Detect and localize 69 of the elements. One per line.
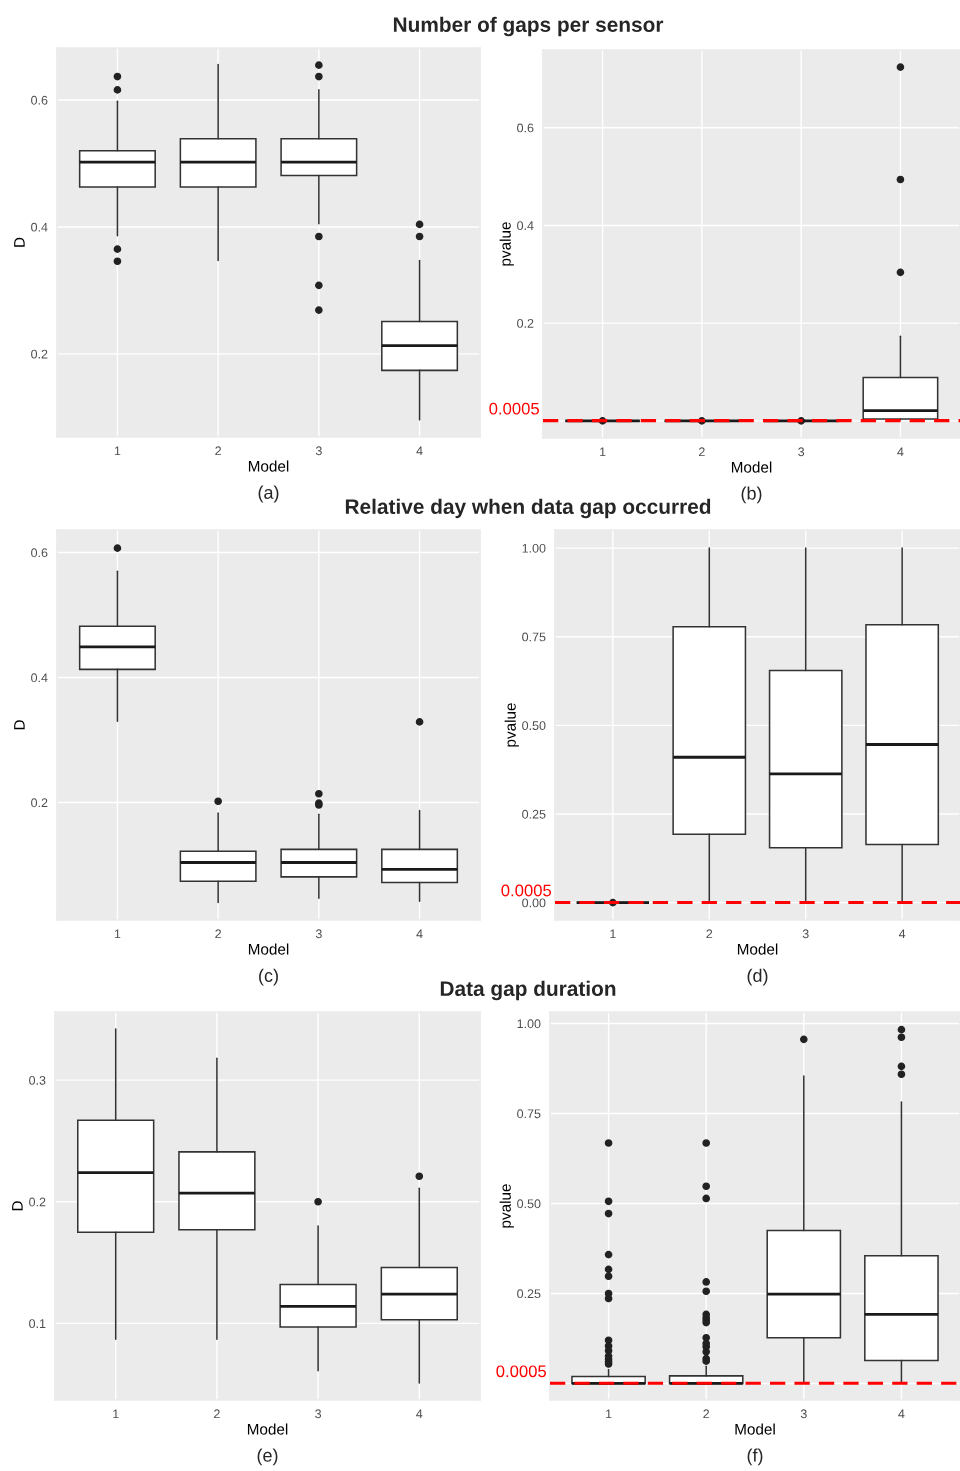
- text: (f): [747, 1448, 763, 1466]
- x-tick-label: 3: [798, 447, 805, 457]
- y-axis-title: pvalue: [499, 222, 514, 266]
- text: Relative day when data gap occurred: [345, 498, 711, 519]
- x-tick-label: 2: [703, 1409, 710, 1419]
- x-tick-label: 4: [898, 929, 906, 939]
- text: (c): [259, 968, 278, 986]
- x-axis-title: Model: [731, 461, 772, 473]
- y-tick-label: 0.6: [31, 548, 48, 558]
- x-tick-label: 2: [706, 929, 713, 939]
- y-tick-label: 0.6: [31, 95, 48, 105]
- x-tick-label: 1: [114, 446, 121, 456]
- x-axis-title: Model: [737, 943, 778, 955]
- x-tick-label: 3: [800, 1409, 807, 1419]
- x-tick-label: 4: [416, 1409, 423, 1419]
- y-axis-title: pvalue: [504, 703, 519, 747]
- text: Number of gaps per sensor: [393, 16, 664, 37]
- x-axis-title: Model: [247, 1423, 288, 1435]
- x-tick-label: 4: [897, 447, 904, 457]
- x-tick-label: 1: [114, 929, 121, 939]
- y-tick-label: 1.00: [522, 543, 546, 553]
- y-tick-label: 1.00: [517, 1019, 541, 1029]
- y-tick-label: 0.2: [31, 798, 48, 808]
- x-tick-label: 1: [600, 447, 606, 457]
- x-tick-label: 1: [113, 1409, 119, 1419]
- ref-line-label: 0.0005: [489, 402, 539, 415]
- y-tick-label: 0.50: [517, 1199, 541, 1209]
- x-axis-title: Model: [248, 460, 289, 472]
- x-axis-title: Model: [735, 1423, 775, 1435]
- text: Data gap duration: [440, 980, 616, 1001]
- y-tick-label: 0.4: [31, 222, 48, 232]
- text: (a): [258, 485, 279, 503]
- y-axis-title: D: [14, 237, 25, 247]
- y-tick-label: 0.25: [517, 1289, 541, 1299]
- x-tick-label: 1: [610, 929, 616, 939]
- x-tick-label: 3: [315, 929, 322, 939]
- y-axis-title: D: [14, 720, 25, 730]
- y-axis-title: D: [12, 1201, 23, 1211]
- x-tick-label: 3: [802, 929, 809, 939]
- x-tick-label: 4: [416, 929, 423, 939]
- x-axis-title: Model: [248, 943, 289, 955]
- y-tick-label: 0.75: [522, 632, 546, 642]
- y-tick-label: 0.75: [517, 1109, 541, 1119]
- y-tick-label: 0.4: [31, 673, 48, 683]
- x-tick-label: 3: [315, 1409, 322, 1419]
- y-tick-label: 0.2: [517, 318, 534, 328]
- y-tick-label: 0.4: [517, 221, 534, 231]
- y-tick-label: 0.1: [29, 1319, 46, 1329]
- y-tick-label: 0.6: [517, 123, 534, 133]
- y-tick-label: 0.2: [29, 1197, 46, 1207]
- y-tick-label: 0.2: [31, 349, 48, 359]
- x-tick-label: 2: [699, 447, 705, 457]
- y-axis-title: pvalue: [499, 1184, 514, 1228]
- x-tick-label: 4: [416, 446, 423, 456]
- x-tick-label: 3: [315, 446, 322, 456]
- text: (e): [257, 1448, 278, 1466]
- x-tick-label: 4: [898, 1409, 905, 1419]
- x-tick-label: 2: [215, 929, 221, 939]
- x-tick-label: 2: [214, 1409, 220, 1419]
- y-tick-label: 0.50: [522, 721, 546, 731]
- y-tick-label: 0.25: [522, 809, 546, 819]
- ref-line-label: 0.0005: [501, 884, 552, 897]
- y-tick-label: 0.3: [29, 1075, 46, 1085]
- x-tick-label: 1: [606, 1409, 612, 1419]
- text: (b): [741, 486, 762, 504]
- text: (d): [747, 968, 768, 986]
- x-tick-label: 2: [215, 446, 221, 456]
- ref-line-label: 0.0005: [496, 1365, 547, 1378]
- y-tick-label: 0.00: [522, 898, 546, 908]
